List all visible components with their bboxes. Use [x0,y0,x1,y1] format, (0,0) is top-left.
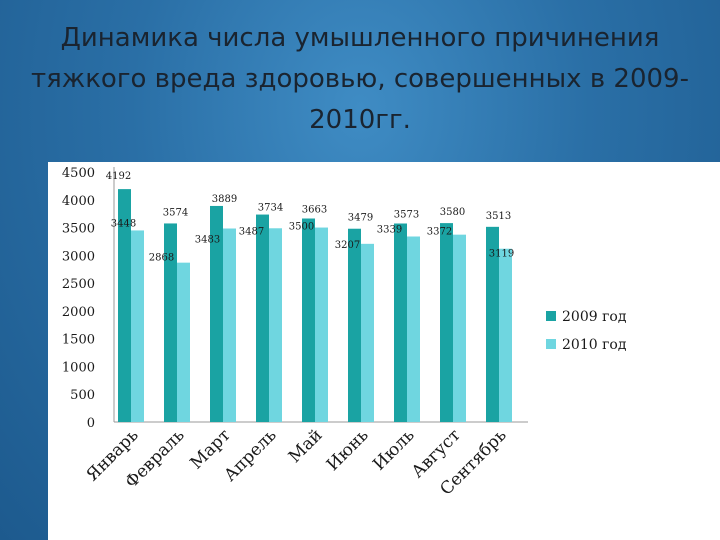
data-label: 3573 [394,210,419,221]
bar-2009 [256,214,269,422]
bar-2010 [223,228,236,422]
bar-2010 [453,234,466,422]
legend-swatch [546,339,556,349]
bar-2009 [164,223,177,422]
bar-2010 [269,228,282,422]
data-label: 3339 [377,225,402,236]
data-label: 3580 [440,207,465,218]
bar-2010 [361,243,374,422]
bar-2009 [210,205,223,422]
data-label: 3513 [486,211,511,222]
bar-2010 [315,227,328,422]
bar-2009 [302,218,315,422]
y-tick-label: 500 [70,388,95,403]
chart-panel [48,162,720,540]
y-tick-label: 4500 [62,166,95,181]
data-label: 3663 [302,205,327,216]
slide-title: Динамика числа умышленного причинения тя… [31,23,689,135]
category-label: Июнь [323,425,373,475]
category-label: Май [285,425,327,467]
data-label: 3889 [212,194,237,205]
bar-2009 [486,226,499,422]
y-tick-label: 4000 [62,194,95,209]
data-label: 3372 [427,227,452,238]
y-tick-label: 3500 [62,222,95,237]
data-label: 3483 [195,235,220,246]
data-label: 3574 [163,207,188,218]
bar-2010 [131,230,144,422]
legend-label: 2009 год [562,309,627,325]
data-label: 4192 [106,171,131,182]
data-label: 3500 [289,222,314,233]
bar-2010 [499,248,512,422]
data-label: 3207 [335,240,360,251]
data-label: 3119 [489,249,514,260]
data-label: 3487 [239,226,264,237]
bar-2009 [440,223,453,422]
y-tick-label: 1500 [62,333,95,348]
data-label: 3734 [258,203,283,214]
bar-2009 [118,189,131,422]
bar-2009 [394,223,407,422]
legend-swatch [546,311,556,321]
y-tick-label: 0 [87,416,95,431]
data-label: 3448 [111,218,136,229]
data-label: 3479 [348,213,373,224]
data-label: 2868 [149,253,174,264]
bar-2009 [348,228,361,422]
y-tick-label: 2500 [62,277,95,292]
bar-2010 [177,262,190,422]
y-tick-label: 1000 [62,360,95,375]
y-tick-label: 3000 [62,249,95,264]
legend-label: 2010 год [562,337,627,353]
y-tick-label: 2000 [62,305,95,320]
bar-2010 [407,236,420,422]
